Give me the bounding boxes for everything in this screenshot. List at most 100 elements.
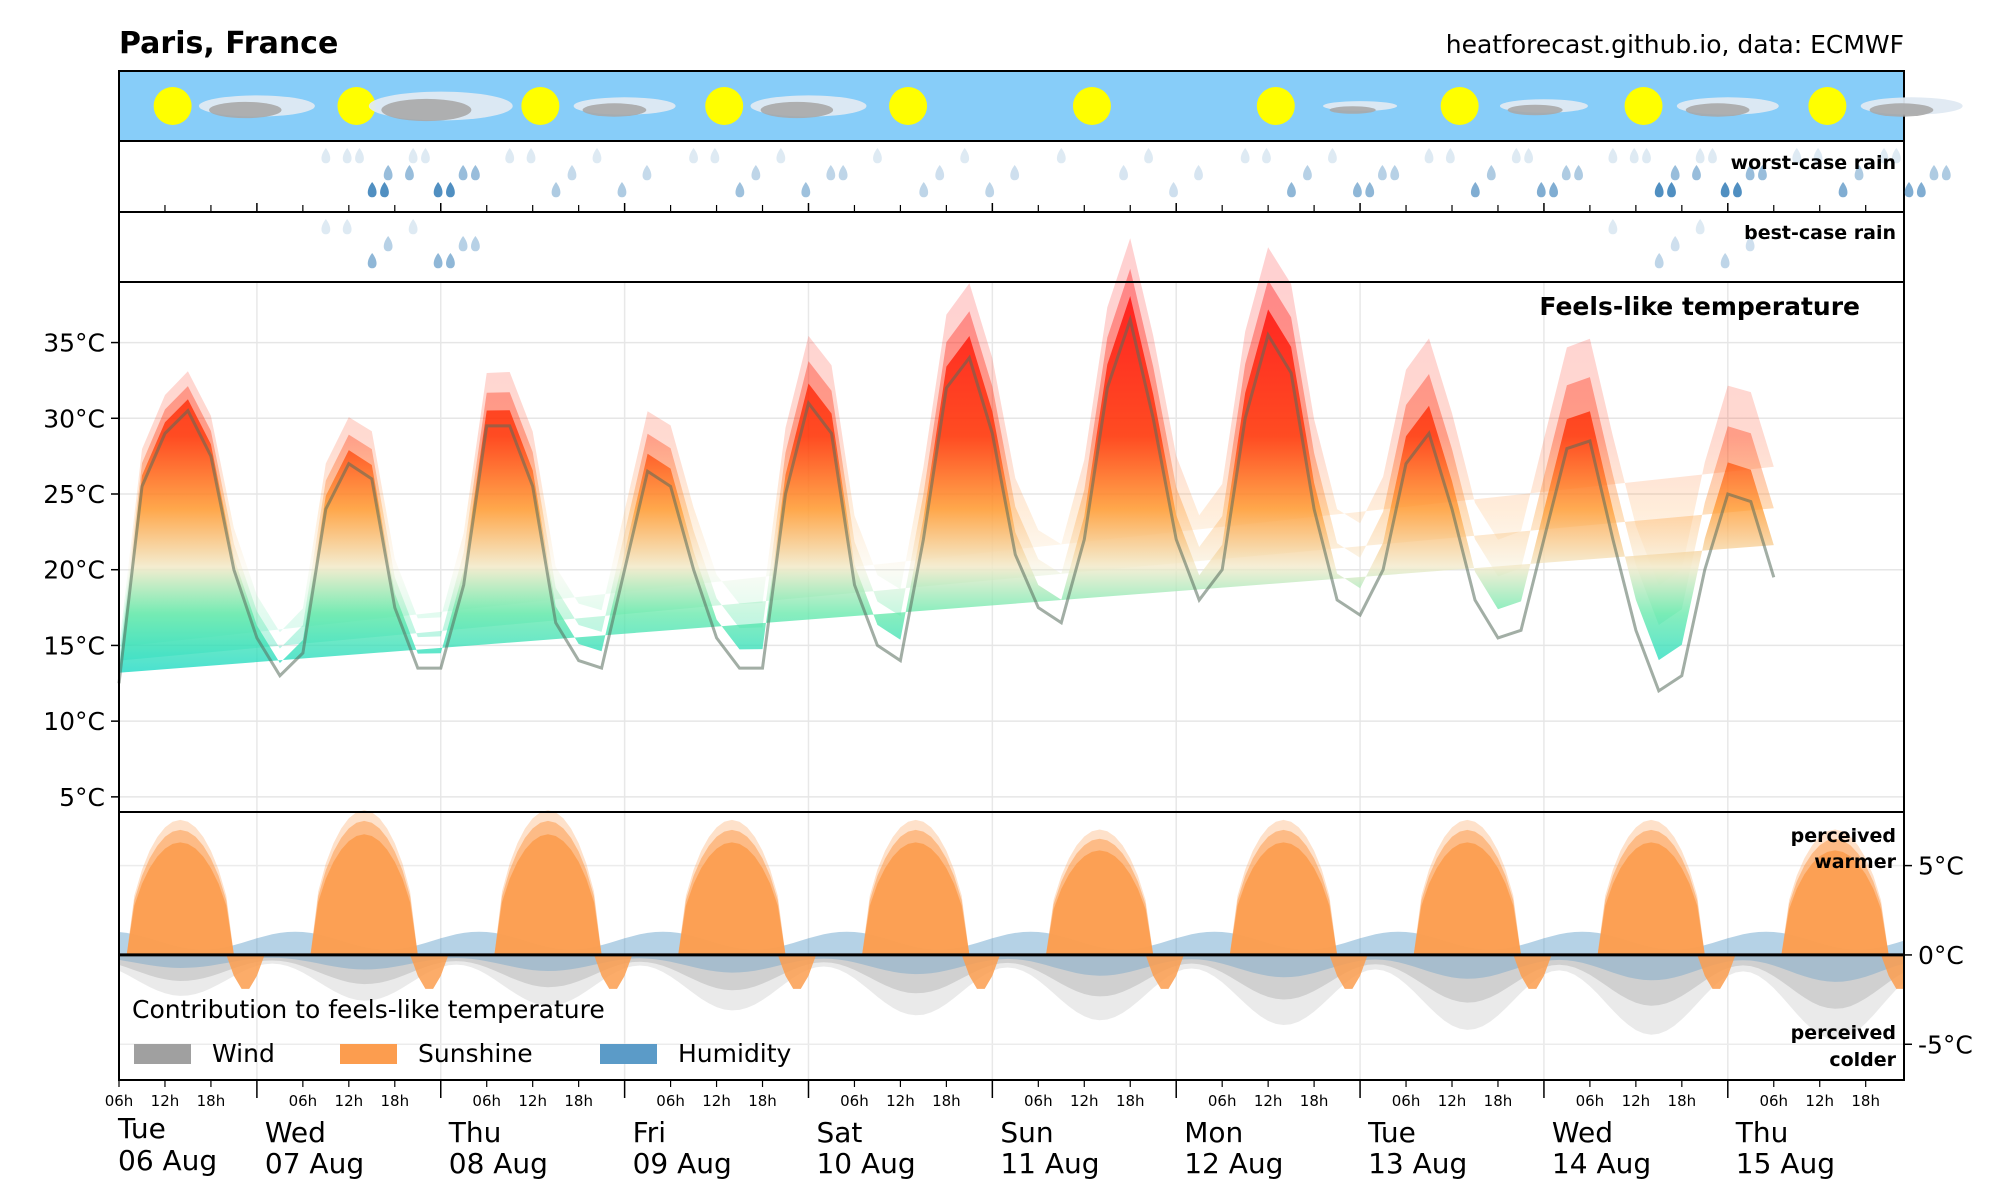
hour-tick-label: 12h xyxy=(702,1092,731,1110)
cloud-icon xyxy=(209,101,282,119)
colder-label-line1: perceived xyxy=(1791,1022,1896,1044)
raindrop-icon xyxy=(776,148,786,164)
raindrop-icon xyxy=(1144,148,1153,164)
raindrop-icon xyxy=(471,165,480,181)
contribution-y-axis: 5°C 0°C -5°C xyxy=(1904,852,1973,1059)
raindrop-icon xyxy=(1629,148,1639,164)
hour-tick-label: 06h xyxy=(1759,1092,1788,1110)
temperature-median-line xyxy=(117,314,1776,694)
raindrop-icon xyxy=(1745,165,1755,181)
day-name-label: Tue xyxy=(117,1112,166,1145)
temperature-bands xyxy=(119,238,1774,673)
hour-tick-label: 12h xyxy=(1438,1092,1467,1110)
hour-tick-label: 06h xyxy=(1392,1092,1421,1110)
location-title: Paris, France xyxy=(119,26,338,61)
raindrop-icon xyxy=(1511,148,1521,164)
feels-like-title: Feels-like temperature xyxy=(1539,292,1860,321)
raindrop-icon xyxy=(355,148,364,164)
legend-swatch-sunshine xyxy=(340,1044,397,1064)
day-date-label: 08 Aug xyxy=(449,1147,548,1180)
day-name-label: Thu xyxy=(448,1116,502,1149)
sunshine-area xyxy=(119,834,1904,955)
raindrop-icon xyxy=(1056,148,1066,164)
raindrop-icon xyxy=(1733,182,1742,198)
raindrop-icon xyxy=(873,148,882,164)
legend-label-sunshine: Sunshine xyxy=(418,1039,533,1068)
raindrop-icon xyxy=(1536,182,1546,198)
day-date-label: 11 Aug xyxy=(1000,1147,1099,1180)
raindrop-icon xyxy=(1303,165,1312,181)
raindrop-icon xyxy=(735,182,745,198)
day-date-label: 14 Aug xyxy=(1552,1147,1651,1180)
contrib-y-tick-label: 0°C xyxy=(1918,941,1964,970)
raindrop-icon xyxy=(1194,165,1203,181)
hour-tick-label: 12h xyxy=(151,1092,180,1110)
day-date-label: 06 Aug xyxy=(118,1144,217,1177)
raindrop-icon xyxy=(1240,148,1250,164)
sky-layer xyxy=(153,87,1963,125)
raindrop-icon xyxy=(342,219,352,235)
cloud-icon xyxy=(1869,103,1934,117)
warmer-label-line2: warmer xyxy=(1814,851,1896,873)
temp-y-tick-label: 5°C xyxy=(59,783,105,812)
temp-band-inner xyxy=(119,296,1774,673)
colder-label-line2: colder xyxy=(1829,1049,1896,1071)
hour-tick-label: 18h xyxy=(1300,1092,1329,1110)
raindrop-icon xyxy=(1119,165,1128,181)
contribution-frame xyxy=(118,811,1905,1081)
worst-rain-drops xyxy=(321,148,1951,198)
hour-tick-label: 06h xyxy=(656,1092,685,1110)
raindrop-icon xyxy=(567,165,577,181)
sun-icon xyxy=(1440,87,1479,125)
raindrop-icon xyxy=(1328,148,1337,164)
raindrop-icon xyxy=(408,219,418,235)
wind-area xyxy=(119,954,1904,1040)
raindrop-icon xyxy=(1378,165,1387,181)
raindrop-icon xyxy=(1010,165,1020,181)
day-name-label: Mon xyxy=(1184,1116,1243,1149)
raindrop-icon xyxy=(1929,165,1939,181)
raindrop-icon xyxy=(710,148,720,164)
cloud-icon xyxy=(760,101,834,119)
raindrop-icon xyxy=(383,165,393,181)
raindrop-icon xyxy=(838,165,848,181)
raindrop-icon xyxy=(1667,182,1676,198)
legend-swatch-humidity xyxy=(600,1044,657,1064)
hour-tick-label: 12h xyxy=(1805,1092,1834,1110)
hour-tick-label: 06h xyxy=(1208,1092,1237,1110)
hour-tick-label: 06h xyxy=(1576,1092,1605,1110)
temp-y-tick-label: 10°C xyxy=(43,707,105,736)
cloud-icon xyxy=(381,98,472,122)
raindrop-icon xyxy=(1745,236,1755,252)
raindrop-icon xyxy=(367,253,377,269)
day-date-label: 09 Aug xyxy=(633,1147,732,1180)
day-date-label: 15 Aug xyxy=(1736,1147,1835,1180)
wind-area xyxy=(119,954,1904,1009)
temp-y-tick-label: 35°C xyxy=(43,329,105,358)
raindrop-icon xyxy=(1692,165,1701,181)
temp-y-tick-label: 20°C xyxy=(43,556,105,585)
raindrop-icon xyxy=(960,148,970,164)
sun-icon xyxy=(153,87,192,125)
raindrop-icon xyxy=(433,182,443,198)
raindrop-icon xyxy=(380,182,389,198)
day-name-label: Tue xyxy=(1367,1116,1416,1149)
raindrop-icon xyxy=(1695,219,1705,235)
raindrop-icon xyxy=(1561,165,1571,181)
raindrop-icon xyxy=(1670,165,1680,181)
raindrop-icon xyxy=(1854,165,1864,181)
hour-tick-label: 18h xyxy=(1668,1092,1697,1110)
raindrop-icon xyxy=(1262,148,1271,164)
hour-tick-label: 18h xyxy=(564,1092,593,1110)
raindrop-icon xyxy=(1695,148,1705,164)
cloud-icon xyxy=(1507,104,1563,116)
raindrop-icon xyxy=(458,165,468,181)
legend-label-humidity: Humidity xyxy=(678,1039,792,1068)
best-rain-drops xyxy=(321,219,1755,269)
hour-tick-label: 06h xyxy=(105,1092,134,1110)
raindrop-icon xyxy=(1390,165,1400,181)
raindrop-icon xyxy=(505,148,515,164)
hour-tick-label: 06h xyxy=(1024,1092,1053,1110)
